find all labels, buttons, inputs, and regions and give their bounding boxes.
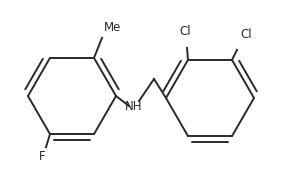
Text: NH: NH	[125, 100, 143, 113]
Text: Me: Me	[104, 21, 121, 34]
Text: F: F	[39, 150, 45, 163]
Text: Cl: Cl	[179, 25, 191, 38]
Text: Cl: Cl	[240, 28, 252, 41]
